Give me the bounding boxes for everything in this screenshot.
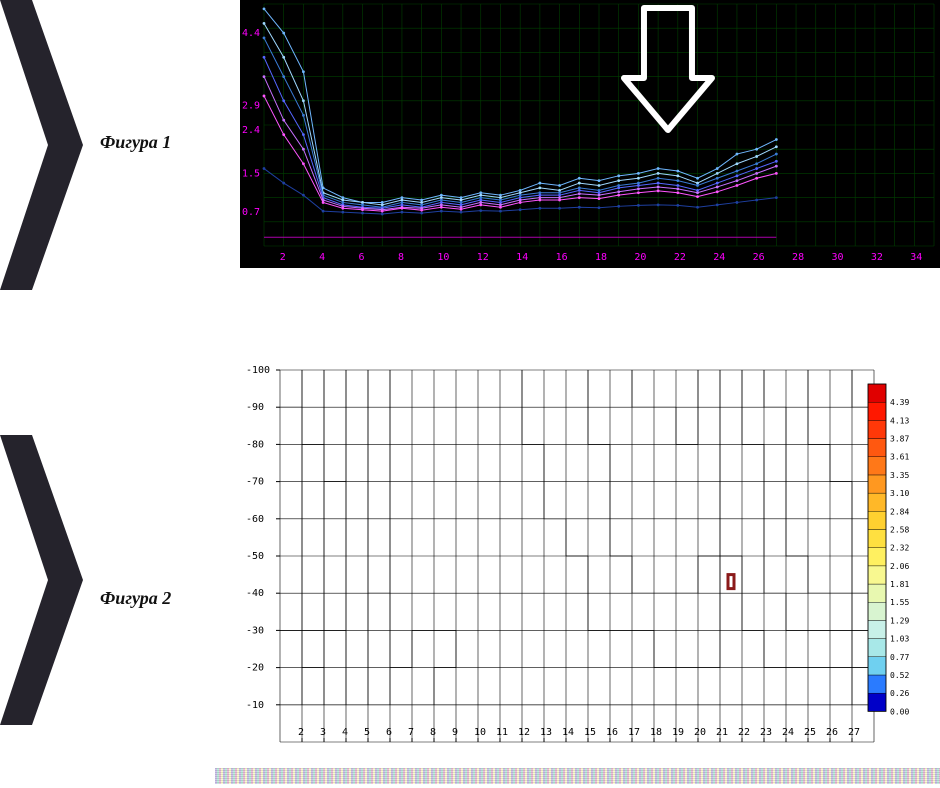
chart2-colorbar-label: 0.52 bbox=[890, 671, 909, 680]
chart1-xtick: 4 bbox=[319, 252, 325, 263]
chart2-xtick: 20 bbox=[694, 727, 706, 738]
chart2-xtick: 16 bbox=[606, 727, 618, 738]
chart2-xtick: 21 bbox=[716, 727, 728, 738]
chart2-colorbar-label: 3.87 bbox=[890, 435, 909, 444]
chart2-xtick: 4 bbox=[342, 727, 348, 738]
chart2-ytick: -30 bbox=[246, 625, 264, 636]
chart2-colorbar-label: 1.29 bbox=[890, 616, 909, 625]
chart2-ytick: -90 bbox=[246, 402, 264, 413]
chart2-xtick: 12 bbox=[518, 727, 530, 738]
chart2-ytick: -80 bbox=[246, 439, 264, 450]
chart2-xtick: 18 bbox=[650, 727, 662, 738]
chart2-ytick: -10 bbox=[246, 700, 264, 711]
chart2-xtick: 13 bbox=[540, 727, 552, 738]
chart2-xtick: 7 bbox=[408, 727, 414, 738]
chart2-xtick: 15 bbox=[584, 727, 596, 738]
chart2-ytick: -70 bbox=[246, 477, 264, 488]
chart2-colorbar-label: 3.61 bbox=[890, 453, 909, 462]
chart1-xtick: 2 bbox=[280, 252, 286, 263]
chart2-ytick: -60 bbox=[246, 514, 264, 525]
chart2-colorbar-label: 3.35 bbox=[890, 471, 909, 480]
decorative-noise-strip bbox=[215, 768, 940, 784]
chart2-colorbar-label: 4.13 bbox=[890, 416, 909, 425]
chart2-colorbar-label: 1.81 bbox=[890, 580, 909, 589]
chart2-xtick: 24 bbox=[782, 727, 794, 738]
chart2-xtick: 14 bbox=[562, 727, 574, 738]
chart2-xtick: 25 bbox=[804, 727, 816, 738]
chart2-colorbar-label: 1.55 bbox=[890, 598, 909, 607]
chart1-xtick: 8 bbox=[398, 252, 404, 263]
chart2-colorbar-label: 2.06 bbox=[890, 562, 909, 571]
chart1-xtick: 12 bbox=[477, 252, 489, 263]
chart1-xtick: 14 bbox=[516, 252, 528, 263]
chart1-xtick: 24 bbox=[713, 252, 725, 263]
chart-1-line: 0.71.52.42.94.42468101214161820222426283… bbox=[240, 0, 940, 268]
chart1-ytick: 2.9 bbox=[242, 101, 260, 112]
chart2-xtick: 5 bbox=[364, 727, 370, 738]
chart-2-heatmap: 2345678910111213141516171819202122232425… bbox=[240, 350, 940, 750]
chart2-xtick: 10 bbox=[474, 727, 486, 738]
chart2-xtick: 23 bbox=[760, 727, 772, 738]
chart2-ytick: -40 bbox=[246, 588, 264, 599]
chart2-xtick: 19 bbox=[672, 727, 684, 738]
figure-label-fig1: Фигура 1 bbox=[100, 132, 171, 153]
chart1-xtick: 30 bbox=[831, 252, 843, 263]
side-pointer-1 bbox=[0, 0, 85, 290]
chart1-ytick: 2.4 bbox=[242, 125, 260, 136]
chart2-xtick: 27 bbox=[848, 727, 860, 738]
chart1-xtick: 6 bbox=[359, 252, 365, 263]
chart2-colorbar-label: 2.32 bbox=[890, 544, 909, 553]
chart1-xtick: 34 bbox=[910, 252, 922, 263]
chart2-colorbar-label: 3.10 bbox=[890, 489, 909, 498]
chart1-xtick: 20 bbox=[634, 252, 646, 263]
chart2-colorbar-label: 0.26 bbox=[890, 689, 909, 698]
chart2-ytick: -20 bbox=[246, 663, 264, 674]
chart2-colorbar-label: 0.00 bbox=[890, 707, 909, 716]
chart2-xtick: 11 bbox=[496, 727, 508, 738]
chart1-ytick: 4.4 bbox=[242, 28, 260, 39]
chart2-xtick: 8 bbox=[430, 727, 436, 738]
chart1-xtick: 10 bbox=[437, 252, 449, 263]
chart2-ytick: -100 bbox=[246, 365, 270, 376]
chart2-colorbar-label: 2.58 bbox=[890, 525, 909, 534]
figure-label-fig2: Фигура 2 bbox=[100, 588, 171, 609]
chart2-ytick: -50 bbox=[246, 551, 264, 562]
chart2-colorbar-label: 2.84 bbox=[890, 507, 909, 516]
chart1-xtick: 18 bbox=[595, 252, 607, 263]
chart1-xtick: 22 bbox=[674, 252, 686, 263]
chart2-xtick: 17 bbox=[628, 727, 640, 738]
chart2-xtick: 22 bbox=[738, 727, 750, 738]
chart1-xtick: 28 bbox=[792, 252, 804, 263]
chart2-xtick: 2 bbox=[298, 727, 304, 738]
chart2-colorbar-label: 1.03 bbox=[890, 635, 909, 644]
chart2-xtick: 26 bbox=[826, 727, 838, 738]
chart2-xtick: 9 bbox=[452, 727, 458, 738]
chart1-xtick: 16 bbox=[556, 252, 568, 263]
side-pointer-2 bbox=[0, 435, 85, 725]
chart2-colorbar-label: 0.77 bbox=[890, 653, 909, 662]
chart1-ytick: 1.5 bbox=[242, 168, 260, 179]
chart2-colorbar-label: 4.39 bbox=[890, 398, 909, 407]
chart1-xtick: 32 bbox=[871, 252, 883, 263]
chart2-xtick: 6 bbox=[386, 727, 392, 738]
chart2-xtick: 3 bbox=[320, 727, 326, 738]
chart1-xtick: 26 bbox=[753, 252, 765, 263]
chart1-ytick: 0.7 bbox=[242, 207, 260, 218]
